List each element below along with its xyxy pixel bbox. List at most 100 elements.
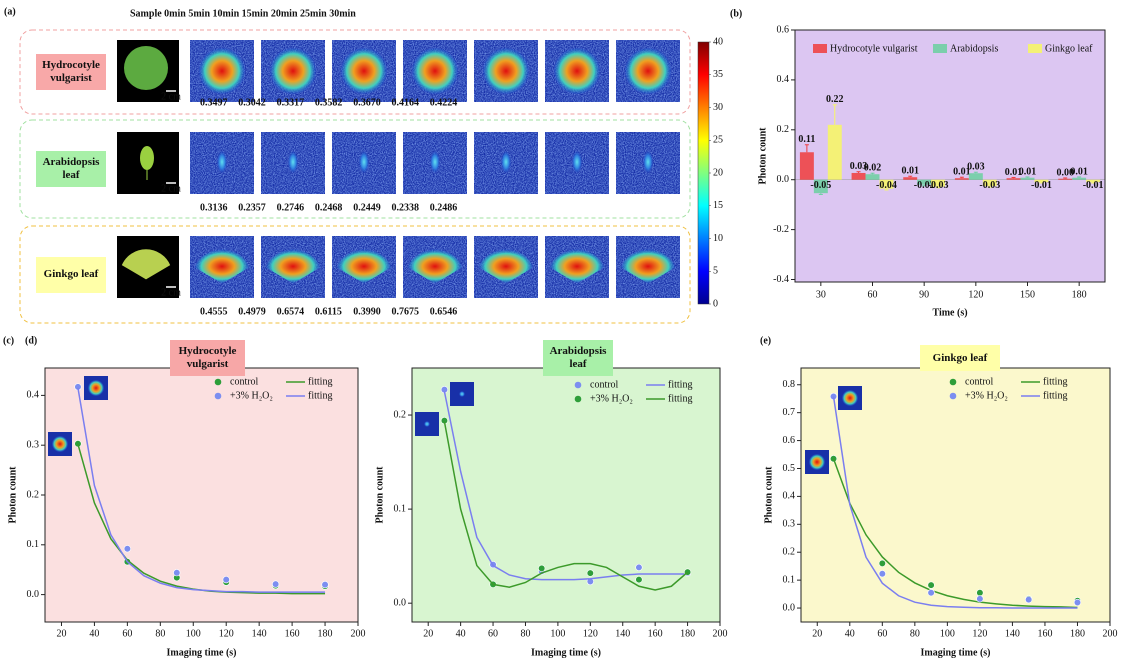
intensity-value: 0.6115 xyxy=(315,306,342,317)
intensity-value: 0.3136 xyxy=(200,202,228,213)
colorbar-tick-label: 20 xyxy=(713,167,723,178)
panel-label: (a) xyxy=(4,6,16,17)
legend-label: fitting xyxy=(308,376,332,387)
intensity-value: 0.2486 xyxy=(430,202,458,213)
data-point xyxy=(538,565,545,572)
x-tick-label: 160 xyxy=(648,628,663,639)
legend-swatch xyxy=(1028,44,1042,53)
x-tick-label: 180 xyxy=(1072,289,1087,300)
legend-label: fitting xyxy=(668,393,692,404)
data-point xyxy=(1025,596,1032,603)
emission-blob xyxy=(341,48,387,94)
bar xyxy=(866,174,880,179)
x-tick-label: 60 xyxy=(122,628,132,639)
emission-blob xyxy=(412,48,458,94)
data-point xyxy=(636,564,643,571)
value-label: -0.03 xyxy=(928,180,949,191)
thumbnail-blob xyxy=(459,391,465,397)
thumbnail-blob xyxy=(809,454,825,470)
y-tick-label: -0.2 xyxy=(773,224,789,235)
colorbar-tick-label: 5 xyxy=(713,266,718,277)
data-point xyxy=(272,581,279,588)
data-point xyxy=(928,582,935,589)
y-tick-label: 0.1 xyxy=(783,574,796,585)
y-tick-label: -0.4 xyxy=(773,274,789,285)
scale-bar-label: 2 cm xyxy=(161,91,181,102)
x-tick-label: 20 xyxy=(812,628,822,639)
y-tick-label: 0.2 xyxy=(394,409,407,420)
emission-blob xyxy=(217,151,227,173)
y-tick-label: 0.5 xyxy=(783,463,796,474)
thumbnail-blob xyxy=(842,390,858,406)
y-tick-label: 0.8 xyxy=(783,379,796,390)
intensity-value: 0.4224 xyxy=(430,97,458,108)
intensity-value: 0.4979 xyxy=(238,306,265,317)
chart-title: Hydrocotyle vulgarist xyxy=(170,340,245,376)
legend-label: fitting xyxy=(308,390,332,401)
x-axis-label: Time (s) xyxy=(932,307,967,318)
data-point xyxy=(636,576,643,583)
panel-label: (d) xyxy=(25,335,37,346)
x-tick-label: 20 xyxy=(56,628,66,639)
x-tick-label: 100 xyxy=(550,628,565,639)
value-label: -0.01 xyxy=(1031,180,1052,191)
leaf xyxy=(124,46,168,90)
x-tick-label: 20 xyxy=(423,628,433,639)
x-axis-label: Imaging time (s) xyxy=(921,647,991,658)
leaf xyxy=(140,146,154,170)
y-axis-label: Photon count xyxy=(757,127,768,185)
x-tick-label: 140 xyxy=(615,628,630,639)
x-tick-label: 80 xyxy=(520,628,530,639)
x-tick-label: 200 xyxy=(1103,628,1118,639)
value-label: -0.01 xyxy=(1083,180,1104,191)
intensity-value: 0.4555 xyxy=(200,306,228,317)
legend-label: fitting xyxy=(1043,390,1067,401)
value-label: -0.04 xyxy=(876,180,897,191)
panel-label: (c) xyxy=(3,335,14,346)
x-tick-label: 150 xyxy=(1020,289,1035,300)
x-tick-label: 60 xyxy=(877,628,887,639)
colorbar xyxy=(698,42,709,304)
y-tick-label: 0.0 xyxy=(783,602,796,613)
x-axis-label: Imaging time (s) xyxy=(167,647,237,658)
y-axis-label: Photon count xyxy=(374,466,385,524)
x-axis-label: Imaging time (s) xyxy=(531,647,601,658)
colorbar-tick-label: 35 xyxy=(713,69,723,80)
legend-marker xyxy=(950,379,957,386)
data-point xyxy=(879,570,886,577)
emission-blob xyxy=(199,48,245,94)
legend-label: Ginkgo leaf xyxy=(1045,43,1093,54)
panel-a-header: Sample 0min 5min 10min 15min 20min 25min… xyxy=(130,8,356,19)
x-tick-label: 140 xyxy=(1005,628,1020,639)
x-tick-label: 180 xyxy=(1070,628,1085,639)
x-tick-label: 200 xyxy=(713,628,728,639)
legend-label: control xyxy=(965,376,994,387)
data-point xyxy=(879,560,886,567)
intensity-value: 0.6574 xyxy=(277,306,305,317)
intensity-value: 0.3582 xyxy=(315,97,343,108)
intensity-value: 0.3497 xyxy=(200,97,228,108)
y-axis-label: Photon count xyxy=(763,466,774,524)
legend-label: Arabidopsis xyxy=(950,43,998,54)
legend-swatch xyxy=(813,44,827,53)
bar xyxy=(828,125,842,180)
y-tick-label: 0.7 xyxy=(783,407,796,418)
emission-blob xyxy=(483,48,529,94)
legend-label: +3% H₂O₂ xyxy=(230,390,273,401)
data-point xyxy=(173,569,180,576)
chart-title: Arabidopsis leaf xyxy=(543,340,613,376)
scale-bar-label: 2 cm xyxy=(161,287,181,298)
intensity-value: 0.7675 xyxy=(392,306,420,317)
legend-marker xyxy=(215,379,222,386)
colorbar-tick-label: 15 xyxy=(713,200,723,211)
x-tick-label: 40 xyxy=(845,628,855,639)
value-label: -0.05 xyxy=(810,180,831,191)
data-point xyxy=(977,596,984,603)
intensity-value: 0.3317 xyxy=(277,97,305,108)
value-label: 0.01 xyxy=(1070,166,1088,177)
intensity-value: 0.4164 xyxy=(392,97,420,108)
data-point xyxy=(223,576,230,583)
intensity-value: 0.3670 xyxy=(353,97,381,108)
x-tick-label: 30 xyxy=(816,289,826,300)
legend-marker xyxy=(575,382,582,389)
